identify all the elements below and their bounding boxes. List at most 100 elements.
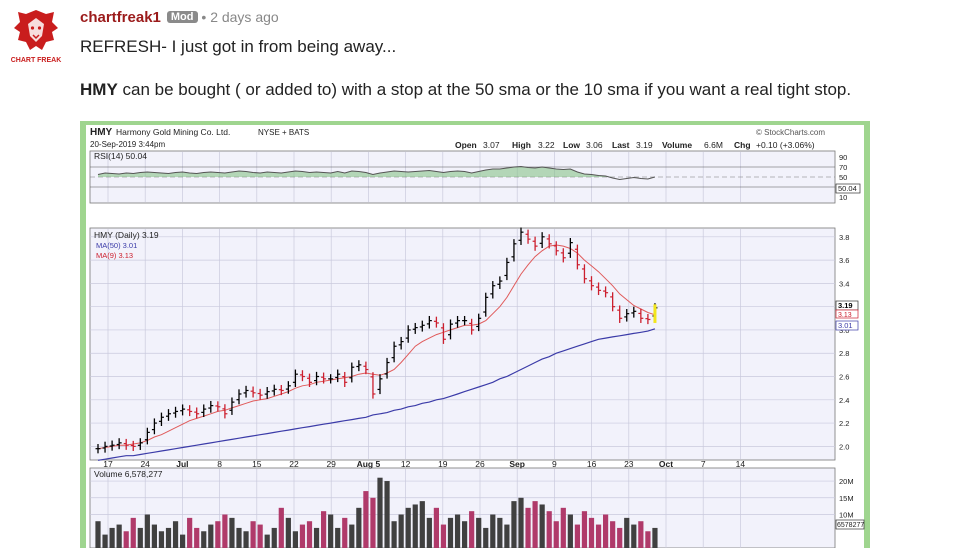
- volume-bar: [201, 531, 207, 548]
- volume-bar: [645, 531, 651, 548]
- volume-bar: [278, 507, 284, 548]
- ohlc-bar: [511, 239, 517, 262]
- volume-bar: [95, 521, 101, 548]
- ohlc-bar: [243, 385, 249, 398]
- ma9-label: MA(9) 3.13: [96, 251, 133, 260]
- price-layer: [95, 227, 658, 461]
- x-tick-label: Sep: [509, 459, 525, 469]
- ohlc-bar: [490, 281, 496, 299]
- ohlc-bar: [299, 370, 305, 382]
- volume-bar: [412, 504, 418, 548]
- volume-bar: [546, 511, 552, 548]
- low-label: Low: [563, 140, 580, 150]
- ohlc-bar: [130, 440, 136, 452]
- ohlc-bar: [236, 389, 242, 405]
- price-tick-label: 3.4: [839, 279, 849, 288]
- ohlc-bar: [187, 405, 193, 417]
- open-value: 3.07: [483, 140, 500, 150]
- volume-bar: [271, 527, 277, 548]
- ohlc-bar: [539, 232, 545, 248]
- x-tick-label: 16: [587, 459, 597, 469]
- volume-bar: [349, 524, 355, 548]
- ohlc-bar: [321, 372, 327, 384]
- ohlc-bar: [349, 362, 355, 383]
- ohlc-bar: [264, 386, 270, 399]
- ma9-tag-box: [835, 309, 859, 319]
- volume-bar: [638, 521, 644, 548]
- ohlc-bar: [518, 227, 524, 245]
- x-tick-label: 26: [475, 459, 485, 469]
- volume-bar: [165, 527, 172, 548]
- volume-bar: [208, 524, 214, 548]
- ohlc-bar: [208, 400, 214, 413]
- volume-bar: [285, 517, 291, 548]
- last-label: Last: [612, 140, 630, 150]
- separator-dot: •: [201, 9, 207, 25]
- volume-bar: [384, 481, 390, 548]
- stock-chart-image[interactable]: HMY Harmony Gold Mining Co. Ltd. NYSE + …: [80, 121, 870, 549]
- volume-bar: [363, 491, 369, 548]
- stockcharts-source: © StockCharts.com: [756, 128, 825, 137]
- volume-bar: [497, 517, 503, 548]
- avatar-caption: CHART FREAK: [11, 57, 62, 64]
- volume-bar: [299, 524, 306, 548]
- rsi-tick-label: 90: [839, 153, 847, 162]
- author-link[interactable]: chartfreak1: [80, 9, 161, 26]
- ticker-symbol: HMY: [80, 80, 118, 99]
- volume-layer: [95, 477, 658, 548]
- volume-bar: [356, 507, 362, 548]
- last-value: 3.19: [636, 140, 653, 150]
- volume-bar: [398, 514, 404, 548]
- avatar[interactable]: CHART FREAK: [8, 6, 64, 64]
- x-tick-label: 8: [217, 459, 222, 469]
- chg-label: Chg: [734, 140, 751, 150]
- x-tick-label: 22: [289, 459, 299, 469]
- volume-bar: [215, 521, 221, 548]
- x-tick-label: 15: [252, 459, 262, 469]
- ohlc-bar: [215, 401, 221, 412]
- ohlc-bar: [370, 372, 376, 399]
- chart-company: Harmony Gold Mining Co. Ltd.: [116, 127, 230, 137]
- rsi-value-tag-box: [835, 183, 861, 194]
- ohlc-bar: [328, 374, 334, 384]
- ohlc-bar: [581, 264, 587, 284]
- ohlc-bar: [448, 319, 453, 340]
- volume-bar: [137, 527, 143, 548]
- ohlc-bar: [229, 397, 235, 415]
- ohlc-bar: [292, 369, 298, 387]
- chart-date: 20-Sep-2019 3:44pm: [90, 140, 166, 149]
- volume-bar: [511, 501, 517, 548]
- ohlc-bar: [483, 292, 489, 317]
- ma50-line: [97, 328, 656, 461]
- volume-quote-label: Volume: [662, 140, 692, 150]
- volume-bar: [292, 531, 298, 548]
- lion-logo-icon: CHART FREAK: [11, 10, 62, 64]
- ma9-tag: 3.13: [838, 312, 852, 319]
- volume-bar: [518, 497, 524, 548]
- rsi-label: RSI(14) 50.04: [94, 151, 147, 161]
- ohlc-bar: [201, 404, 207, 418]
- volume-bar: [617, 527, 623, 548]
- volume-tick-label: 20M: [839, 477, 854, 486]
- rsi-overbought-area: [98, 166, 655, 177]
- x-tick-label: Jul: [176, 459, 188, 469]
- volume-bar: [377, 477, 383, 548]
- volume-bar: [581, 511, 588, 548]
- volume-bar: [419, 501, 425, 548]
- ohlc-bar: [553, 241, 559, 256]
- ohlc-bar: [222, 404, 228, 419]
- x-tick-label: 19: [438, 459, 448, 469]
- ohlc-bar: [412, 322, 418, 334]
- x-tick-label: 7: [701, 459, 706, 469]
- ohlc-bar: [356, 360, 362, 372]
- ohlc-bar: [462, 315, 468, 326]
- x-tick-label: 17: [103, 459, 113, 469]
- post-time[interactable]: 2 days ago: [210, 9, 279, 25]
- volume-bar: [321, 511, 327, 548]
- volume-bar: [652, 527, 658, 548]
- ohlc-bar: [166, 409, 171, 421]
- ohlc-bar: [173, 406, 179, 418]
- x-tick-label: 12: [401, 459, 411, 469]
- chg-value: +0.10 (+3.06%): [756, 140, 815, 150]
- ohlc-bar: [151, 418, 157, 435]
